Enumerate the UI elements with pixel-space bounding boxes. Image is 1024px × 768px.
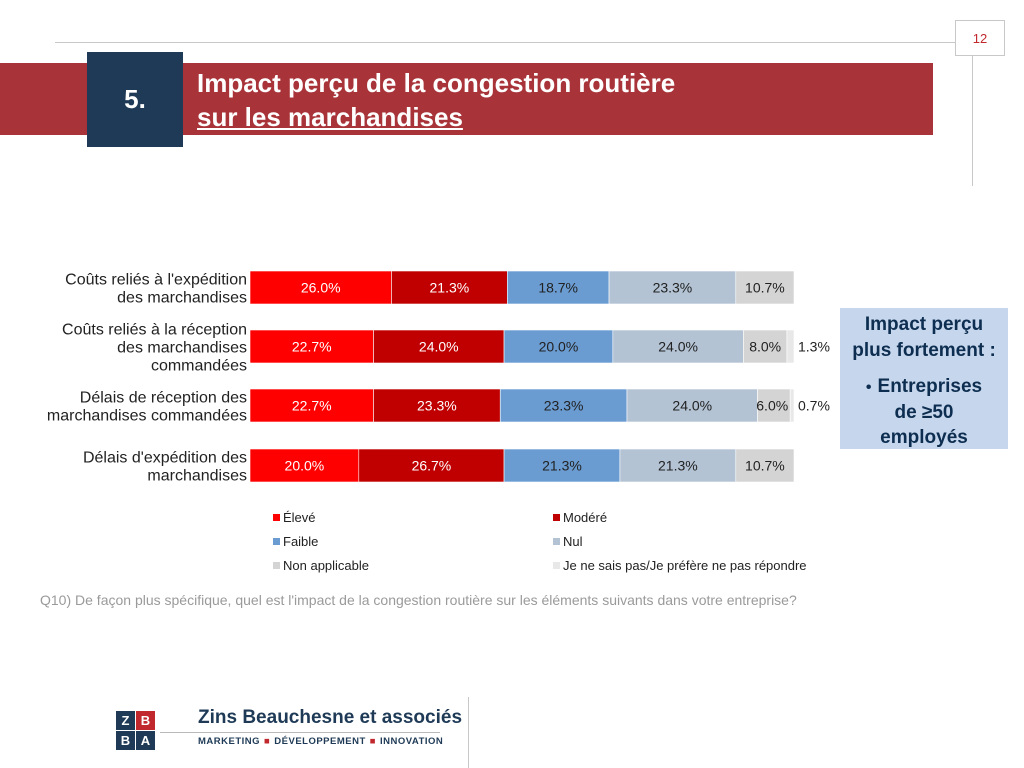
bar-segment — [735, 270, 795, 305]
callout-bullet-line: Entreprises — [877, 376, 983, 397]
bar-segment — [789, 388, 795, 423]
logo-tile-z: Z — [116, 711, 135, 730]
category-label: marchandises — [147, 468, 247, 485]
data-label: 22.7% — [292, 398, 332, 414]
legend-label: Modéré — [563, 510, 607, 525]
data-label: 21.3% — [430, 280, 470, 296]
legend-swatch — [273, 514, 280, 521]
bar-segment — [503, 329, 614, 364]
legend-label: Élevé — [283, 510, 316, 525]
tagline-word: MARKETING — [198, 736, 261, 747]
logo-tile-b: B — [116, 731, 135, 750]
data-label: 1.3% — [798, 339, 830, 355]
legend-label: Je ne sais pas/Je préfère ne pas répondr… — [563, 558, 807, 573]
legend-label: Faible — [283, 534, 318, 549]
legend-swatch — [553, 514, 560, 521]
data-label: 21.3% — [658, 458, 698, 474]
bar-segment — [373, 388, 501, 423]
bar-segment — [503, 448, 621, 483]
data-label: 22.7% — [292, 339, 332, 355]
category-label: Coûts reliés à l'expédition — [65, 272, 247, 289]
bar-segment — [499, 388, 628, 423]
bar-segment — [249, 388, 374, 423]
legend-swatch — [553, 538, 560, 545]
legend-swatch — [553, 562, 560, 569]
callout-bullet-line: de ≥50 — [894, 402, 954, 423]
data-label: 8.0% — [749, 339, 781, 355]
bar-segment — [507, 270, 610, 305]
data-label: 24.0% — [672, 398, 712, 414]
top-rule — [55, 42, 955, 43]
company-tagline: MARKETING ■ DÉVELOPPEMENT ■ INNOVATION — [198, 736, 443, 747]
legend-swatch — [273, 562, 280, 569]
data-label: 20.0% — [285, 458, 325, 474]
page-title: Impact perçu de la congestion routière — [197, 68, 676, 98]
logo-rule — [160, 732, 440, 733]
callout-heading: Impact perçu plus fortement : — [840, 312, 1008, 364]
page-number: 12 — [955, 20, 1005, 56]
data-label: 24.0% — [658, 339, 698, 355]
bar-segment — [358, 448, 505, 483]
data-label: 21.3% — [542, 458, 582, 474]
bar-segment — [612, 329, 744, 364]
category-label: commandées — [151, 358, 247, 375]
data-label: 18.7% — [538, 280, 578, 296]
bullet-icon: • — [865, 379, 872, 396]
tagline-separator-icon: ■ — [369, 736, 377, 747]
data-label: 10.7% — [745, 458, 785, 474]
data-label: 23.3% — [544, 398, 584, 414]
page-subtitle: sur les marchandises — [197, 102, 463, 132]
footer-rule — [468, 697, 469, 768]
category-label: des marchandises — [117, 290, 247, 307]
category-label: Délais de réception des — [80, 390, 247, 407]
legend-label: Nul — [563, 534, 583, 549]
legend-label: Non applicable — [283, 558, 369, 573]
legend-swatch — [273, 538, 280, 545]
bar-segment — [391, 270, 508, 305]
logo-tile-a: A — [136, 731, 155, 750]
data-label: 26.0% — [301, 280, 341, 296]
bar-segment — [735, 448, 795, 483]
bar-segment — [249, 448, 360, 483]
category-label: Coûts reliés à la réception — [62, 322, 247, 339]
callout-box: Impact perçu plus fortement : • Entrepris… — [840, 308, 1008, 449]
data-label: 20.0% — [539, 339, 579, 355]
data-label: 0.7% — [798, 398, 830, 414]
callout-bullet-line: employés — [880, 427, 968, 448]
bar-segment — [626, 388, 758, 423]
data-label: 24.0% — [419, 339, 459, 355]
category-label: Délais d'expédition des — [83, 450, 247, 467]
bar-segment — [249, 329, 374, 364]
section-number: 5. — [87, 52, 183, 147]
side-rule — [972, 56, 973, 186]
data-label: 23.3% — [653, 280, 693, 296]
bar-segment — [608, 270, 737, 305]
company-name: Zins Beauchesne et associés — [198, 707, 463, 728]
tagline-separator-icon: ■ — [264, 736, 271, 747]
callout-heading-line: Impact perçu — [864, 314, 984, 335]
callout-heading-line: plus fortement : — [852, 340, 996, 361]
question-note: Q10) De façon plus spécifique, quel est … — [40, 592, 797, 608]
logo-tile-b-red: B — [136, 711, 155, 730]
tagline-word: DÉVELOPPEMENT — [274, 736, 366, 747]
bar-segment — [786, 329, 795, 364]
bar-segment — [757, 388, 791, 423]
data-label: 23.3% — [417, 398, 457, 414]
bar-segment — [249, 270, 392, 305]
data-label: 26.7% — [412, 458, 452, 474]
callout-bullet: • Entreprises de ≥50 employés — [840, 374, 1008, 450]
data-label: 10.7% — [745, 280, 785, 296]
tagline-word: INNOVATION — [380, 736, 444, 747]
bar-segment — [619, 448, 737, 483]
data-label: 6.0% — [756, 398, 788, 414]
category-label: marchandises commandées — [47, 408, 247, 425]
bar-segment — [743, 329, 788, 364]
category-label: des marchandises — [117, 340, 247, 357]
